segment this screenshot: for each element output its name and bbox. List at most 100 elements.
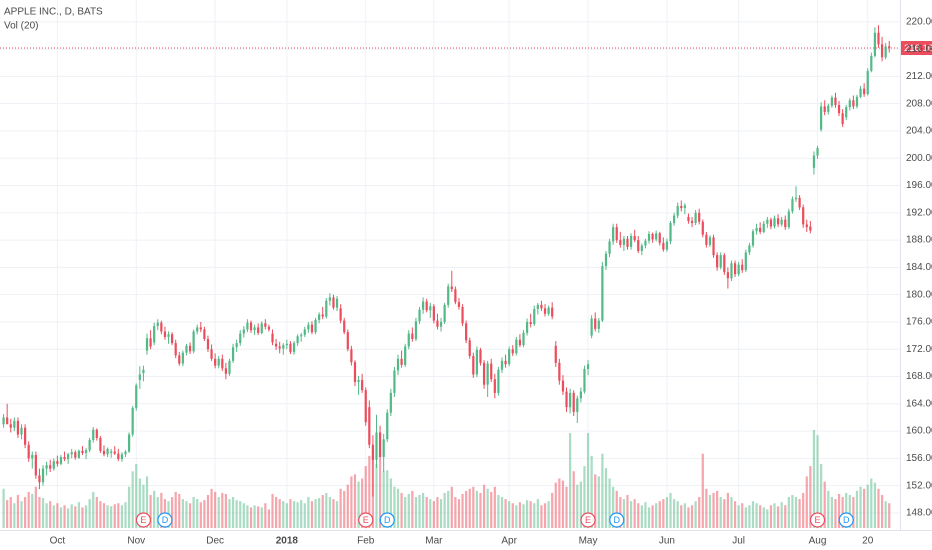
volume-bar	[235, 500, 238, 528]
y-tick-label: 192.00	[906, 207, 932, 218]
candle-body	[34, 454, 37, 476]
candle-body	[708, 237, 712, 245]
volume-bar	[81, 507, 84, 528]
candle-body	[809, 226, 812, 231]
candle-body	[712, 237, 715, 256]
volume-legend: Vol (20)	[4, 21, 38, 32]
candle-body	[192, 331, 195, 352]
volume-bar	[586, 433, 590, 528]
candle-body	[841, 113, 844, 125]
volume-bar	[110, 506, 113, 528]
volume-bar	[619, 497, 622, 528]
event-label: E	[140, 515, 146, 525]
volume-bar	[615, 490, 618, 528]
volume-bar	[52, 505, 55, 528]
candle-body	[701, 221, 704, 235]
volume-bar	[694, 501, 697, 528]
volume-bar	[751, 501, 755, 528]
candle-body	[95, 429, 98, 438]
candle-body	[669, 223, 672, 242]
x-tick-label: Nov	[127, 536, 145, 547]
candle-body	[791, 199, 794, 212]
volume-bar	[558, 478, 561, 528]
volume-bar	[210, 488, 213, 528]
candle-body	[827, 105, 830, 112]
candle-body	[572, 392, 575, 412]
volume-bar	[540, 505, 543, 528]
volume-bar	[67, 508, 70, 528]
candle-body	[228, 360, 231, 374]
volume-bar	[127, 486, 131, 528]
candle-body	[583, 369, 586, 392]
candle-body	[188, 345, 192, 352]
volume-bar	[450, 486, 453, 528]
volume-bar	[601, 453, 604, 528]
candle-body	[755, 227, 758, 232]
event-marker	[580, 512, 596, 528]
volume-bar	[274, 497, 278, 528]
volume-bar	[669, 492, 672, 528]
y-tick-label: 152.00	[906, 480, 932, 491]
candle-body	[443, 304, 446, 322]
volume-bar	[547, 501, 550, 528]
candle-body	[490, 363, 493, 380]
volume-bar	[382, 471, 385, 528]
volume-bar	[863, 488, 866, 528]
candle-body	[239, 333, 242, 344]
event-marker	[609, 512, 625, 528]
volume-bar	[178, 493, 181, 528]
volume-bar	[529, 501, 532, 528]
y-tick-label: 188.00	[906, 235, 932, 246]
candle-body	[289, 343, 292, 352]
volume-bar	[2, 488, 5, 528]
volume-bar	[131, 471, 134, 528]
x-tick-label: Jul	[732, 536, 745, 547]
volume-bar	[38, 497, 41, 528]
candle-body	[651, 233, 654, 240]
volume-bar	[353, 474, 357, 528]
last-price-box	[901, 41, 932, 56]
volume-bar	[561, 480, 565, 528]
volume-bar	[665, 497, 669, 528]
volume-bar	[888, 503, 891, 528]
candle-body	[737, 264, 740, 275]
candle-body	[396, 358, 400, 371]
candle-body	[816, 148, 819, 156]
candle-body	[525, 321, 529, 333]
candle-body	[439, 321, 443, 327]
candle-body	[759, 227, 762, 232]
volume-bar	[508, 501, 511, 528]
candle-body	[558, 362, 561, 381]
volume-bar	[755, 503, 758, 528]
candle-body	[221, 358, 224, 369]
candle-body	[873, 32, 877, 56]
volume-bar	[260, 507, 263, 528]
candle-body	[863, 88, 866, 95]
candle-body	[296, 336, 299, 344]
candle-body	[662, 242, 665, 250]
candle-body	[257, 327, 260, 333]
candle-body	[167, 334, 170, 337]
candle-body	[84, 450, 88, 453]
volume-bar	[307, 497, 310, 528]
volume-bar	[56, 503, 59, 528]
volume-bar	[533, 503, 536, 528]
volume-bar	[113, 504, 116, 528]
candle-body	[554, 345, 557, 363]
candle-body	[127, 434, 131, 452]
volume-bar	[27, 491, 30, 528]
candle-body	[447, 286, 450, 305]
volume-bar	[368, 455, 371, 528]
volume-bar	[583, 466, 586, 528]
candle-body	[629, 236, 633, 247]
volume-bar	[418, 494, 421, 528]
candle-body	[647, 233, 651, 241]
candle-body	[665, 241, 669, 250]
candle-body	[604, 253, 608, 267]
candle-body	[224, 368, 228, 374]
volume-bar	[357, 481, 360, 528]
candle-body	[698, 212, 701, 222]
candle-body	[2, 417, 5, 425]
y-tick-label: 208.00	[906, 98, 932, 109]
candle-body	[264, 323, 267, 327]
